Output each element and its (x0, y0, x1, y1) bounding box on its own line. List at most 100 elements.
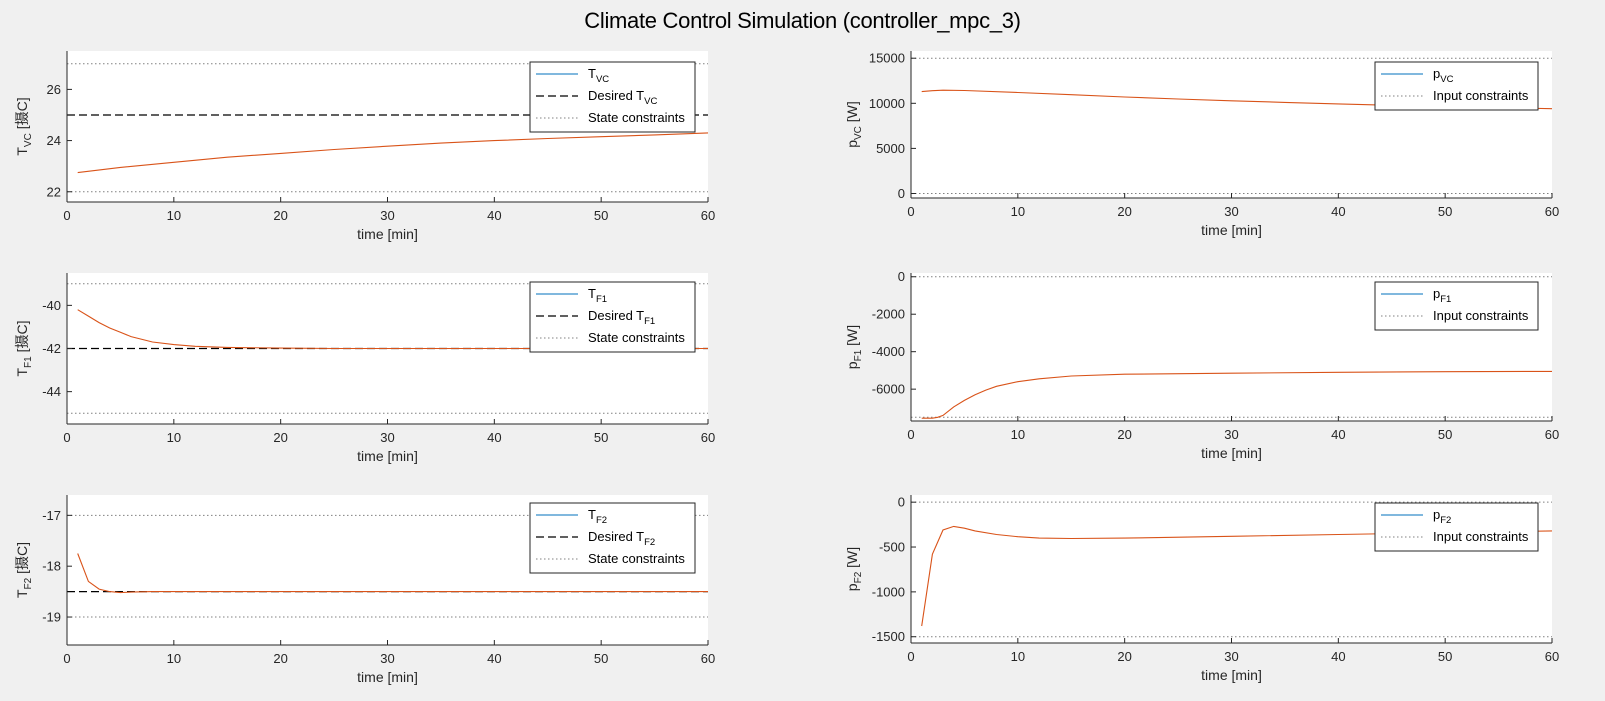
x-tick-label: 20 (1117, 649, 1131, 664)
y-tick-label: 15000 (869, 51, 905, 66)
x-tick-label: 60 (1545, 427, 1559, 442)
legend-entry: pF1 (1433, 286, 1451, 305)
legend-box (1374, 502, 1539, 552)
legend-entry: Desired TF2 (588, 529, 655, 548)
subplot-pvc: 0 10 20 30 40 50 60 0 5000 10000 15000 time [min] pV… (844, 51, 1559, 238)
x-tick-label: 30 (1224, 204, 1238, 219)
plot-lines (911, 501, 1552, 638)
subplot-pf2: 0 10 20 30 40 50 60 -1500 -1000 -500 0 time [min] pF… (844, 495, 1559, 683)
x-tick-label: 60 (701, 430, 715, 445)
figure-title: Climate Control Simulation (controller_m… (0, 8, 1605, 34)
y-axis-label: pF2 [W] (844, 547, 864, 591)
x-tick-label: 50 (594, 651, 608, 666)
legend-box (1374, 281, 1539, 331)
y-tick-label: -42 (42, 341, 61, 356)
x-axis-label: time [min] (357, 226, 418, 242)
y-axis-label: TVC [摄C] (14, 97, 34, 155)
figure-title-text: Climate Control Simulation (controller_m… (584, 8, 1021, 33)
legend-entry: TF1 (588, 286, 607, 305)
legend-entry: State constraints (588, 330, 685, 345)
x-tick-label: 0 (63, 208, 70, 223)
x-tick-label: 40 (1331, 427, 1345, 442)
y-tick-label: -1000 (872, 584, 905, 599)
y-tick-label: -500 (879, 540, 905, 555)
y-tick-label: 22 (47, 184, 61, 199)
subplot-pf1: 0 10 20 30 40 50 60 -6000 -4000 -2000 0 time [min] p… (844, 269, 1559, 461)
legend: TF1 Desired TF1 State constraints (529, 281, 696, 353)
y-axis-label: TF2 [摄C] (14, 542, 34, 598)
legend-entry: Desired TF1 (588, 308, 655, 327)
y-tick-label: 5000 (876, 141, 905, 156)
x-tick-label: 60 (1545, 204, 1559, 219)
x-tick-label: 10 (167, 430, 181, 445)
x-tick-label: 10 (1011, 427, 1025, 442)
x-tick-label: 20 (273, 651, 287, 666)
legend-entry: State constraints (588, 110, 685, 125)
x-tick-label: 50 (1438, 204, 1452, 219)
legend-entry: State constraints (588, 551, 685, 566)
y-tick-label: 0 (898, 269, 905, 284)
x-tick-label: 20 (1117, 427, 1131, 442)
x-tick-label: 60 (1545, 649, 1559, 664)
x-axis-label: time [min] (1201, 445, 1262, 461)
legend: TVC Desired TVC State constraints (529, 61, 696, 133)
x-tick-label: 30 (380, 651, 394, 666)
legend-box (1374, 61, 1539, 111)
y-tick-label: -40 (42, 298, 61, 313)
x-tick-label: 10 (167, 208, 181, 223)
x-tick-label: 0 (63, 430, 70, 445)
x-tick-label: 0 (907, 649, 914, 664)
series-line (77, 132, 708, 174)
x-tick-label: 60 (701, 208, 715, 223)
x-tick-label: 0 (907, 204, 914, 219)
x-tick-label: 0 (63, 651, 70, 666)
y-tick-label: 0 (898, 186, 905, 201)
x-tick-label: 40 (1331, 204, 1345, 219)
y-axis-label: TF1 [摄C] (14, 320, 34, 376)
y-axis-label: pF1 [W] (844, 325, 864, 369)
y-tick-label: -18 (42, 559, 61, 574)
x-tick-label: 50 (594, 208, 608, 223)
legend-entry: TVC (588, 66, 609, 85)
legend-entry: pVC (1433, 66, 1454, 85)
legend: pF2 Input constraints (1374, 502, 1539, 552)
series-line (77, 553, 708, 594)
legend: pVC Input constraints (1374, 61, 1539, 111)
y-tick-label: 10000 (869, 96, 905, 111)
y-tick-label: -6000 (872, 382, 905, 397)
x-tick-label: 40 (487, 208, 501, 223)
x-axis-label: time [min] (357, 669, 418, 685)
legend-entry: Input constraints (1433, 308, 1529, 323)
legend-entry: Input constraints (1433, 88, 1529, 103)
legend: pF1 Input constraints (1374, 281, 1539, 331)
subplot-tf1: 0 10 20 30 40 50 60 -44 -42 -40 time [min] TF1 [摄C]… (14, 273, 715, 464)
x-tick-label: 50 (594, 430, 608, 445)
x-tick-label: 10 (167, 651, 181, 666)
x-tick-label: 40 (487, 651, 501, 666)
x-tick-label: 60 (701, 651, 715, 666)
x-tick-label: 40 (487, 430, 501, 445)
x-tick-label: 30 (1224, 427, 1238, 442)
legend: TF2 Desired TF2 State constraints (529, 502, 696, 574)
legend-entry: pF2 (1433, 507, 1451, 526)
y-axis-label: pVC [W] (844, 101, 864, 148)
x-axis-label: time [min] (1201, 222, 1262, 238)
series-line (921, 370, 1552, 419)
series-line (77, 309, 708, 350)
legend-entry: Input constraints (1433, 529, 1529, 544)
x-axis-label: time [min] (1201, 667, 1262, 683)
x-tick-label: 0 (907, 427, 914, 442)
y-tick-label: -1500 (872, 629, 905, 644)
x-tick-label: 30 (380, 430, 394, 445)
x-tick-label: 20 (1117, 204, 1131, 219)
y-tick-label: 24 (47, 133, 61, 148)
y-tick-label: 26 (47, 82, 61, 97)
y-tick-label: -44 (42, 384, 61, 399)
x-tick-label: 20 (273, 430, 287, 445)
x-tick-label: 50 (1438, 649, 1452, 664)
y-tick-label: -17 (42, 508, 61, 523)
series-line (921, 525, 1552, 627)
subplot-tf2: 0 10 20 30 40 50 60 -19 -18 -17 time [min] TF2 [摄C]… (14, 495, 715, 685)
x-tick-label: 10 (1011, 649, 1025, 664)
